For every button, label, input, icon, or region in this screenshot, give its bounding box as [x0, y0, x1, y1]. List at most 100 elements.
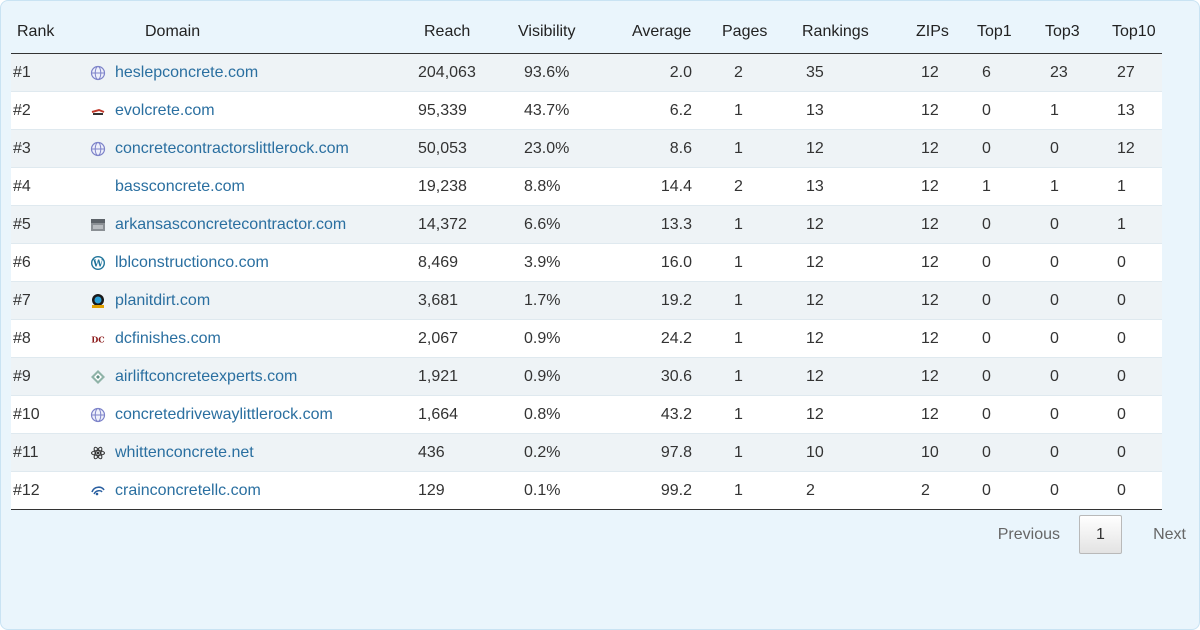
- rank-cell: #7: [11, 281, 87, 320]
- column-header-rankings[interactable]: Rankings: [789, 11, 901, 54]
- reach-cell: 95,339: [409, 91, 508, 130]
- domain-link[interactable]: planitdirt.com: [115, 291, 211, 309]
- domain-cell: crainconcretellc.com: [87, 471, 409, 510]
- rank-cell: #2: [11, 91, 87, 130]
- top10-cell: 27: [1117, 63, 1135, 81]
- visibility-cell: 93.6%: [524, 63, 570, 81]
- top1-cell: 0: [960, 357, 1028, 396]
- top3-cell: 0: [1028, 205, 1095, 244]
- domain-link[interactable]: evolcrete.com: [115, 101, 215, 119]
- rankings-cell: 10: [789, 433, 901, 472]
- page-1-button[interactable]: 1: [1079, 515, 1122, 554]
- top1-cell: 0: [960, 319, 1028, 358]
- column-header-top1[interactable]: Top1: [960, 11, 1028, 54]
- rankings-cell: 12: [789, 395, 901, 434]
- column-header-top3[interactable]: Top3: [1028, 11, 1095, 54]
- domain-link[interactable]: lblconstructionco.com: [115, 253, 269, 271]
- column-header-zips[interactable]: ZIPs: [901, 11, 960, 54]
- domain-link[interactable]: heslepconcrete.com: [115, 63, 259, 81]
- reach-cell: 50,053: [409, 129, 508, 168]
- top10-cell: 0: [1095, 357, 1162, 396]
- table-body: #1 heslepconcrete.com 204,063 93.6% 2.0 2 35 12…: [11, 53, 1162, 510]
- rankings-cell: 12: [789, 129, 901, 168]
- domain-link[interactable]: arkansasconcretecontractor.com: [115, 215, 347, 233]
- domain-link[interactable]: crainconcretellc.com: [115, 481, 261, 499]
- top1-cell: 0: [960, 433, 1028, 472]
- visibility-cell: 3.9%: [508, 243, 618, 282]
- planitdirt-logo-icon: [90, 293, 106, 309]
- column-header-top10[interactable]: Top10: [1095, 11, 1162, 54]
- pages-cell: 1: [709, 281, 789, 320]
- top10-cell: 0: [1095, 243, 1162, 282]
- top1-cell: 0: [960, 91, 1028, 130]
- zips-cell: 12: [901, 167, 960, 206]
- dc-logo-icon: DC: [90, 331, 106, 347]
- reach-cell: 1,921: [409, 357, 508, 396]
- table-row: #11 whittenconcrete.net 436 0.2% 97.8 1 10 10 0 0…: [11, 433, 1162, 472]
- rankings-cell: 2: [789, 471, 901, 510]
- column-header-reach[interactable]: Reach: [409, 11, 508, 54]
- domain-link[interactable]: bassconcrete.com: [115, 177, 245, 195]
- domain-cell: concretecontractorslittlerock.com: [87, 129, 409, 168]
- column-header-visibility[interactable]: Visibility: [508, 11, 618, 54]
- reach-cell: 14,372: [409, 205, 508, 244]
- top1-cell: 0: [960, 281, 1028, 320]
- table-row: #5 arkansasconcretecontractor.com 14,372 6.…: [11, 205, 1162, 244]
- pages-cell: 2: [734, 63, 743, 81]
- top3-cell: 1: [1028, 91, 1095, 130]
- rank-cell: #6: [11, 243, 87, 282]
- column-header-pages[interactable]: Pages: [709, 11, 789, 54]
- photo-thumbnail-icon: [90, 217, 106, 233]
- rankings-cell: 13: [789, 167, 901, 206]
- domain-link[interactable]: whittenconcrete.net: [115, 443, 254, 461]
- zips-cell: 12: [901, 395, 960, 434]
- column-header-rank[interactable]: Rank: [11, 11, 87, 54]
- column-header-average[interactable]: Average: [618, 11, 709, 54]
- domain-cell: evolcrete.com: [87, 91, 409, 130]
- average-cell: 8.6: [618, 129, 709, 168]
- pages-cell: 1: [709, 433, 789, 472]
- zips-cell: 10: [901, 433, 960, 472]
- pages-cell: 1: [709, 129, 789, 168]
- zips-cell: 12: [901, 205, 960, 244]
- top1-cell: 0: [960, 129, 1028, 168]
- globe-icon: [90, 65, 106, 81]
- visibility-cell: 0.9%: [508, 357, 618, 396]
- top10-cell: 0: [1095, 433, 1162, 472]
- top1-cell: 0: [960, 395, 1028, 434]
- average-cell: 13.3: [618, 205, 709, 244]
- domain-cell: airliftconcreteexperts.com: [87, 357, 409, 396]
- rank-cell: #1: [13, 63, 31, 81]
- average-cell: 2.0: [669, 63, 692, 81]
- rank-cell: #5: [11, 205, 87, 244]
- svg-text:W: W: [92, 259, 104, 269]
- domain-link[interactable]: concretedrivewaylittlerock.com: [115, 405, 333, 423]
- top10-cell: 1: [1095, 205, 1162, 244]
- domain-link[interactable]: dcfinishes.com: [115, 329, 221, 347]
- top3-cell: 0: [1028, 319, 1095, 358]
- visibility-cell: 23.0%: [508, 129, 618, 168]
- column-header-domain[interactable]: Domain: [87, 11, 409, 54]
- top10-cell: 0: [1095, 395, 1162, 434]
- visibility-cell: 0.2%: [508, 433, 618, 472]
- next-page-button[interactable]: Next: [1153, 526, 1186, 543]
- zips-cell: 2: [901, 471, 960, 510]
- visibility-cell: 0.1%: [508, 471, 618, 510]
- zips-cell: 12: [901, 91, 960, 130]
- visibility-cell: 8.8%: [508, 167, 618, 206]
- table-row: #2 evolcrete.com 95,339 43.7% 6.2 1 13 12 0 1 13: [11, 91, 1162, 130]
- average-cell: 16.0: [618, 243, 709, 282]
- visibility-cell: 0.9%: [508, 319, 618, 358]
- top3-cell: 0: [1028, 433, 1095, 472]
- table-row: #4 bassconcrete.com 19,238 8.8% 14.4 2 13 12 1 1 1: [11, 167, 1162, 206]
- rankings-cell: 12: [789, 357, 901, 396]
- previous-page-button[interactable]: Previous: [997, 526, 1060, 543]
- domain-link[interactable]: concretecontractorslittlerock.com: [115, 139, 349, 157]
- domain-link[interactable]: airliftconcreteexperts.com: [115, 367, 298, 385]
- domain-cell: whittenconcrete.net: [87, 433, 409, 472]
- top1-cell: 6: [982, 63, 991, 81]
- pages-cell: 1: [709, 395, 789, 434]
- table-row: #1 heslepconcrete.com 204,063 93.6% 2.0 2 35 12…: [11, 53, 1162, 92]
- average-cell: 19.2: [618, 281, 709, 320]
